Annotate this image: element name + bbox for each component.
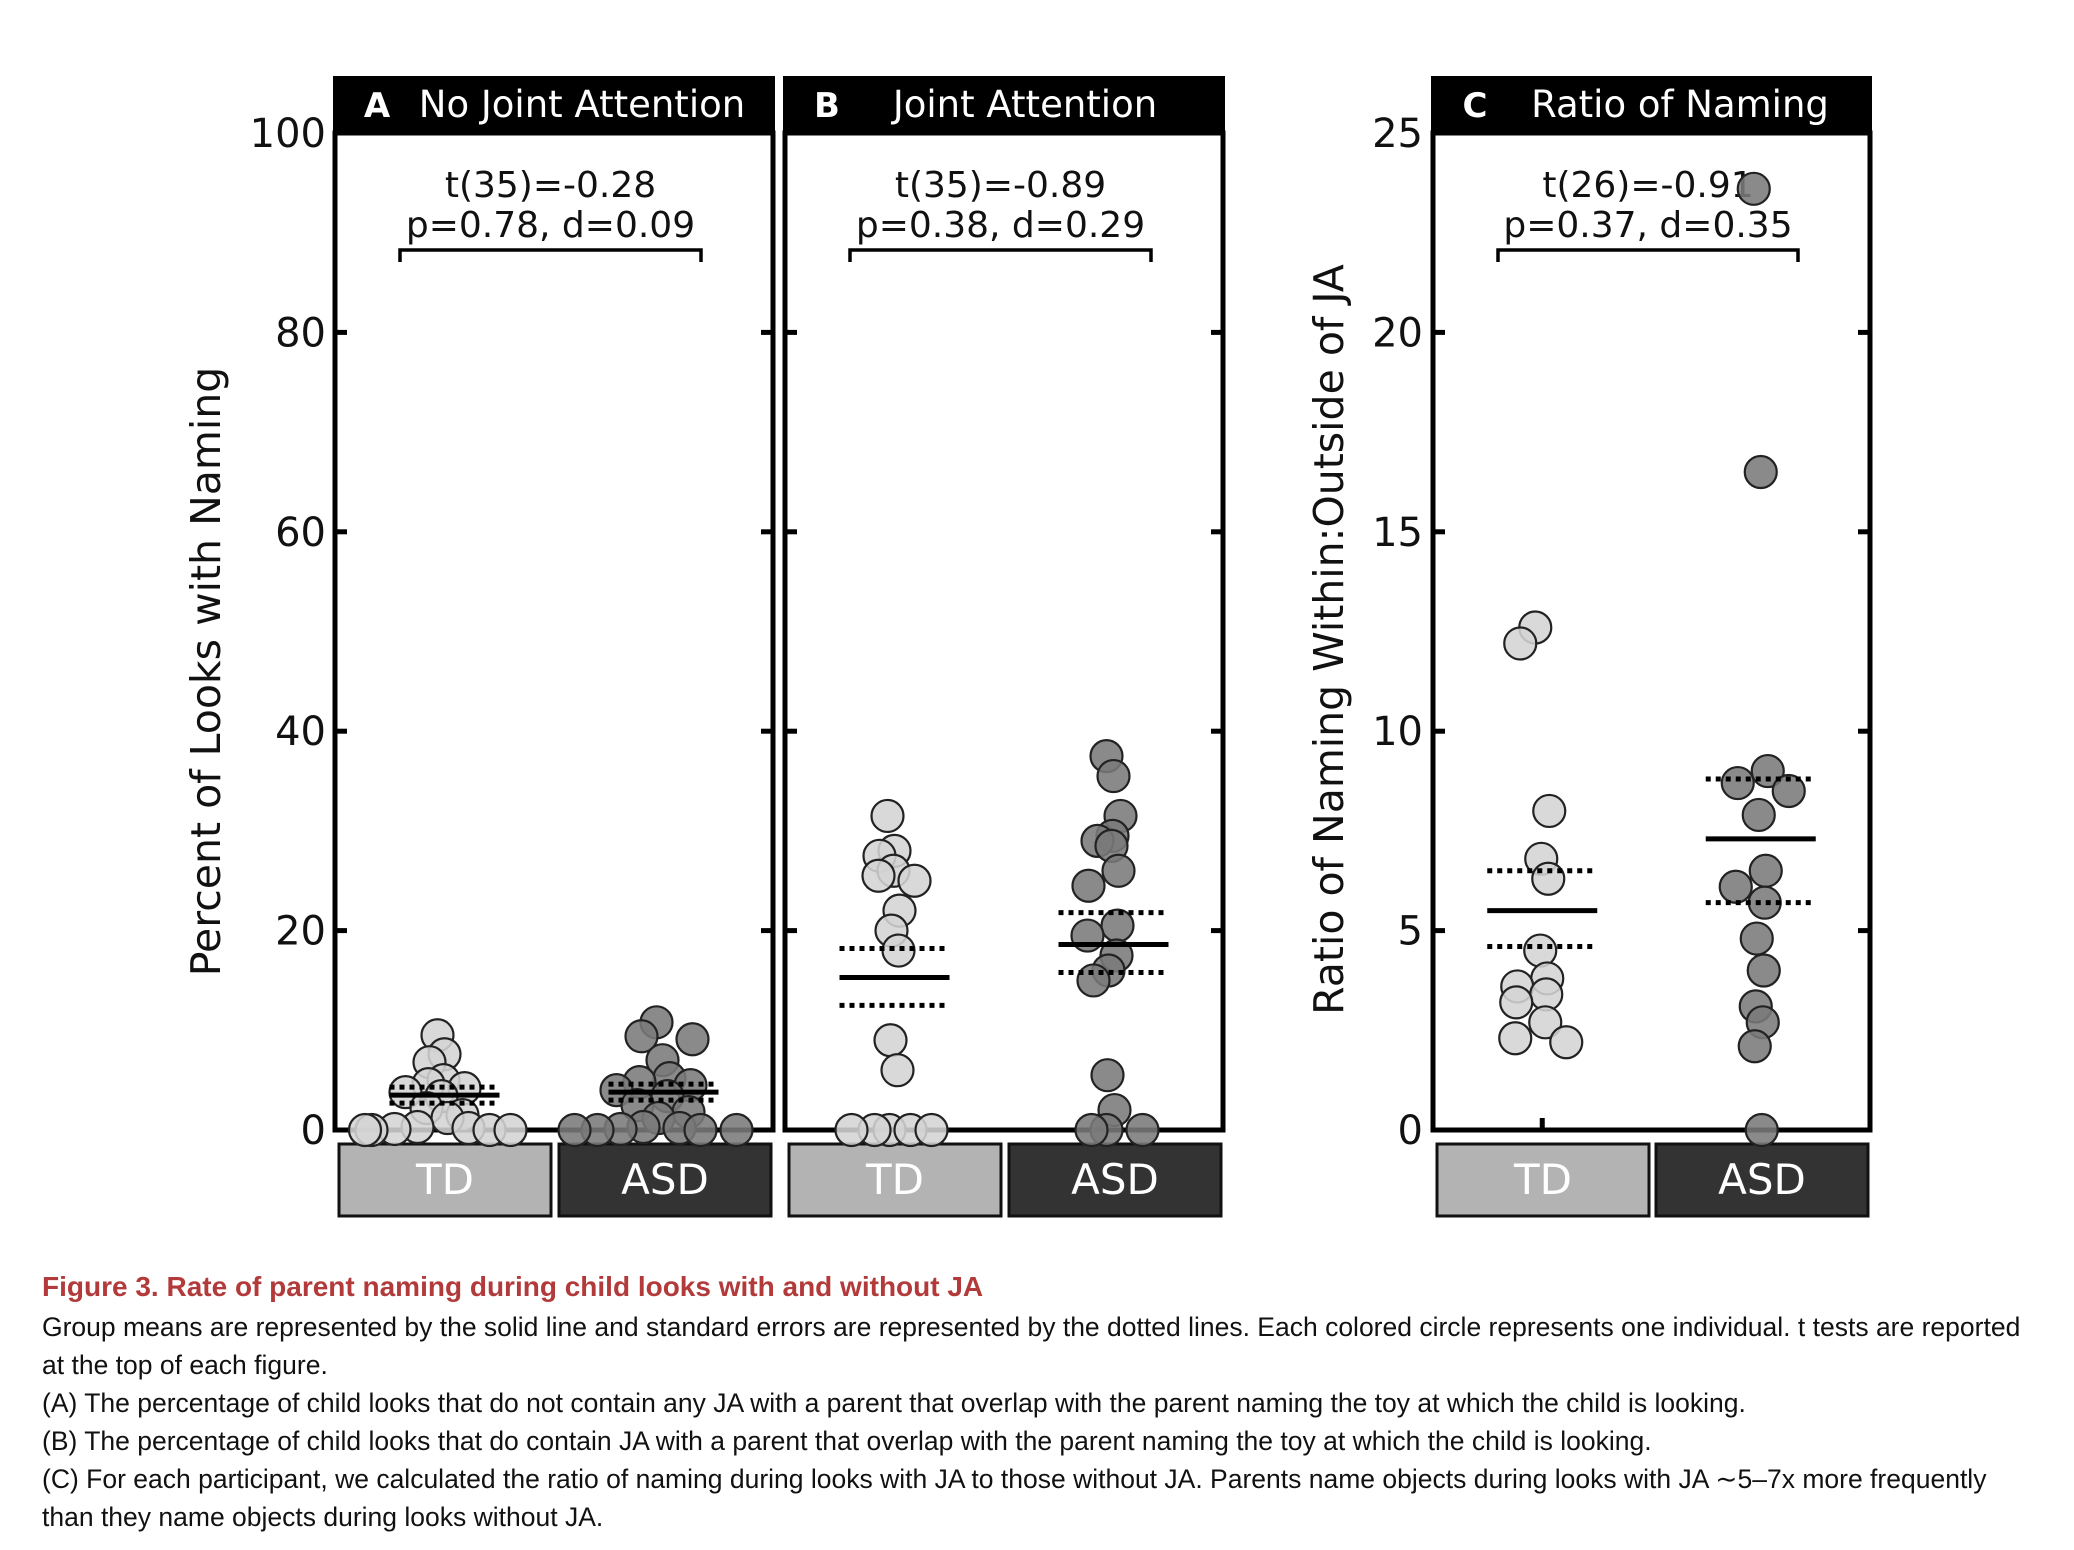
x-category-label: TD: [865, 1155, 924, 1204]
data-point: [1096, 758, 1131, 794]
y-tick-label: 0: [1398, 1108, 1423, 1154]
data-point: [347, 1112, 383, 1148]
stat-t-value: t(35)=-0.28: [445, 165, 656, 206]
data-point: [1748, 853, 1783, 888]
data-point: [870, 798, 905, 834]
data-point: [914, 1112, 949, 1148]
caption-line-general: Group means are represented by the solid…: [42, 1312, 2021, 1380]
x-category-label: TD: [1513, 1155, 1572, 1204]
data-point: [1076, 963, 1111, 998]
data-point: [880, 1053, 915, 1088]
data-point: [1771, 773, 1806, 809]
y-axis-label: Percent of Looks with Naming: [182, 367, 230, 976]
y-tick-label: 25: [1372, 111, 1423, 157]
x-category-label: ASD: [621, 1155, 709, 1204]
panel-letter: A: [364, 86, 391, 126]
x-category-box: [787, 1142, 1003, 1218]
y-axis-label: Ratio of Naming Within:Outside of JA: [1305, 264, 1353, 1015]
data-point: [1071, 868, 1106, 903]
data-point: [1736, 171, 1771, 206]
panel-title-bar: [783, 76, 1225, 133]
panel-letter: C: [1463, 86, 1488, 126]
panel-title-bar: [1431, 76, 1872, 133]
y-tick-label: 0: [301, 1108, 326, 1154]
stat-p-d-value: p=0.37, d=0.35: [1503, 205, 1792, 246]
data-point: [675, 1022, 710, 1057]
caption-line-c: (C) For each participant, we calculated …: [42, 1464, 1987, 1532]
panel-title: No Joint Attention: [419, 83, 745, 126]
data-point: [1125, 1112, 1160, 1148]
data-point: [873, 1023, 908, 1058]
data-point: [1531, 861, 1566, 896]
data-point: [1746, 953, 1781, 988]
plot-frame: [1430, 130, 1873, 1133]
stat-p-d-value: p=0.38, d=0.29: [856, 205, 1145, 246]
y-tick-label: 60: [275, 510, 326, 556]
data-point: [834, 1112, 869, 1148]
data-point: [1718, 869, 1753, 904]
significance-bracket: [848, 248, 1153, 262]
data-point: [1090, 1058, 1125, 1093]
caption-line-b: (B) The percentage of child looks that d…: [42, 1426, 1652, 1456]
data-point: [1503, 626, 1538, 661]
stat-p-d-value: p=0.78, d=0.09: [406, 205, 695, 246]
significance-bracket: [1496, 248, 1800, 262]
data-point: [897, 863, 932, 898]
panel-title-bar: [333, 76, 775, 133]
panel-title: Ratio of Naming: [1531, 83, 1829, 126]
y-tick-label: 40: [275, 709, 326, 755]
data-point: [557, 1112, 592, 1148]
plot-frame: [782, 130, 1226, 1133]
panel-letter: B: [814, 86, 840, 126]
x-category-box: [1007, 1142, 1223, 1218]
y-tick-label: 80: [275, 310, 326, 356]
data-point: [1744, 1112, 1779, 1148]
data-point: [1498, 1021, 1533, 1056]
stat-t-value: t(26)=-0.91: [1542, 165, 1753, 206]
y-tick-label: 20: [275, 909, 326, 955]
x-category-box: [1435, 1142, 1651, 1218]
data-point: [1549, 1025, 1584, 1060]
x-category-box: [557, 1142, 773, 1218]
y-tick-label: 10: [1372, 709, 1423, 755]
data-point: [1720, 765, 1755, 801]
data-point: [861, 858, 896, 893]
data-point: [1523, 933, 1558, 968]
y-tick-label: 20: [1372, 310, 1423, 356]
figure-caption: Figure 3. Rate of parent naming during c…: [42, 1268, 2032, 1536]
x-category-box: [337, 1142, 553, 1218]
panel-a: A No Joint Attention 0 20 40 60 80 100 Percent o…: [182, 76, 776, 1218]
data-point: [624, 1019, 659, 1054]
y-tick-label: 15: [1372, 510, 1423, 556]
data-point: [1074, 1112, 1109, 1148]
panel-c: C Ratio of Naming 0 5 10 15 20 25 Ratio of Namin…: [1305, 76, 1873, 1218]
y-tick-label: 5: [1398, 909, 1423, 955]
data-point: [1743, 454, 1778, 490]
data-point: [1532, 793, 1567, 829]
data-point: [1739, 921, 1774, 956]
data-point: [683, 1112, 718, 1148]
y-tick-label: 100: [250, 111, 326, 157]
data-point: [1741, 797, 1776, 833]
x-category-label: ASD: [1718, 1155, 1806, 1204]
caption-line-a: (A) The percentage of child looks that d…: [42, 1388, 1746, 1418]
data-point: [1528, 1005, 1563, 1040]
x-category-label: ASD: [1071, 1155, 1159, 1204]
plot-frame: [332, 130, 776, 1133]
stat-t-value: t(35)=-0.89: [895, 165, 1106, 206]
panel-b: B Joint Attention t(35)=-0.89p=0.38, d=0.2…: [782, 76, 1226, 1218]
significance-bracket: [398, 248, 703, 262]
x-category-label: TD: [415, 1155, 474, 1204]
data-point: [719, 1112, 754, 1148]
data-point: [1737, 1029, 1772, 1064]
data-point: [493, 1112, 528, 1148]
data-point: [1499, 985, 1534, 1020]
data-point: [1101, 853, 1136, 888]
x-category-box: [1654, 1142, 1870, 1218]
caption-title: Figure 3. Rate of parent naming during c…: [42, 1271, 984, 1302]
panel-title: Joint Attention: [891, 83, 1157, 126]
